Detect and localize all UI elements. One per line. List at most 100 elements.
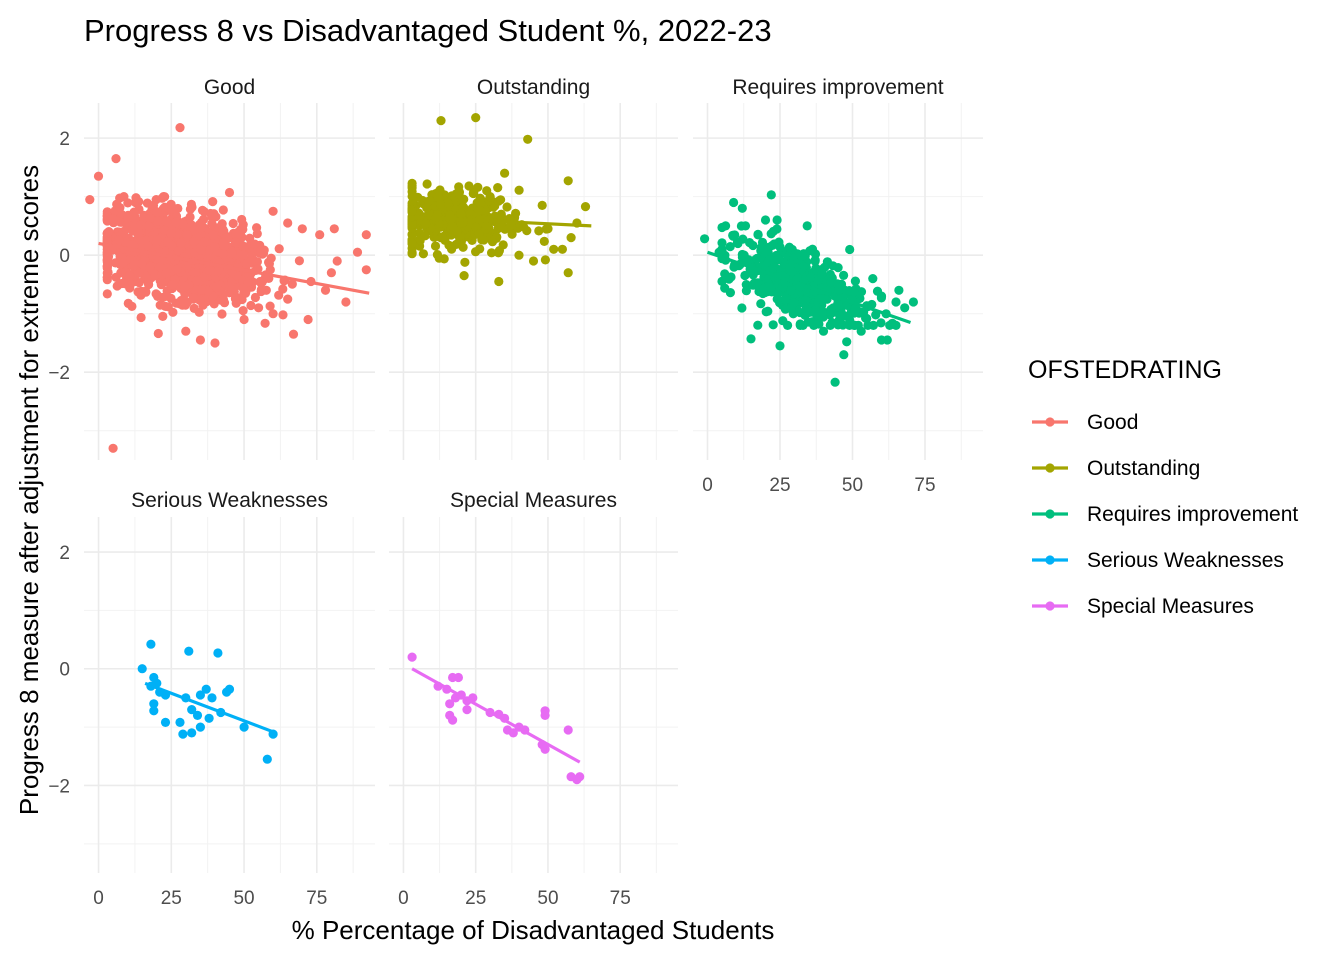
data-point xyxy=(184,646,194,656)
data-point xyxy=(157,276,167,286)
data-point xyxy=(761,307,771,317)
data-point xyxy=(152,235,162,245)
data-point xyxy=(246,300,256,311)
data-point xyxy=(294,256,304,266)
data-point xyxy=(361,265,371,275)
data-point xyxy=(407,229,417,240)
data-point xyxy=(563,176,573,186)
data-point xyxy=(730,230,740,240)
data-point xyxy=(332,256,342,266)
data-point xyxy=(766,283,776,293)
data-point xyxy=(795,319,805,329)
data-point xyxy=(725,242,735,252)
panel-good: Good 2 0 −2 xyxy=(48,76,375,460)
legend-title: OFSTEDRATING xyxy=(1028,356,1222,384)
data-point xyxy=(800,305,811,316)
data-point xyxy=(407,247,417,257)
data-point xyxy=(407,219,417,229)
data-point xyxy=(738,234,748,244)
data-point xyxy=(111,272,121,282)
data-point xyxy=(443,198,453,208)
data-point xyxy=(407,178,417,188)
data-point xyxy=(85,195,95,205)
data-point xyxy=(407,238,417,248)
data-point xyxy=(168,307,178,317)
data-point xyxy=(155,262,165,272)
data-point xyxy=(737,303,747,313)
data-point xyxy=(835,311,845,321)
data-point xyxy=(250,239,260,249)
data-point xyxy=(186,199,196,209)
x-tick-label: 0 xyxy=(398,888,409,909)
data-point xyxy=(557,244,568,254)
data-point xyxy=(752,253,762,264)
data-point xyxy=(274,244,284,254)
data-point xyxy=(187,705,197,715)
y-tick-label: −2 xyxy=(48,363,70,384)
data-point xyxy=(315,230,325,240)
data-point xyxy=(469,188,479,198)
data-point xyxy=(534,226,544,236)
points-special-measures xyxy=(407,652,585,785)
data-point xyxy=(278,284,288,294)
data-point xyxy=(494,246,504,256)
data-point xyxy=(721,221,731,231)
data-point xyxy=(303,314,313,325)
data-point xyxy=(436,199,446,209)
data-point xyxy=(250,292,260,303)
data-point xyxy=(234,229,244,239)
legend-entry-requires-improvement: Requires improvement xyxy=(1032,503,1298,526)
data-point xyxy=(523,134,533,144)
data-point xyxy=(784,242,795,252)
data-point xyxy=(146,639,156,649)
data-point xyxy=(239,314,249,325)
data-point xyxy=(471,247,481,257)
data-point xyxy=(839,270,849,280)
x-tick-label: 0 xyxy=(702,475,713,496)
legend: OFSTEDRATING Good Outstanding Requires imp… xyxy=(1028,356,1298,618)
data-point xyxy=(268,309,278,319)
data-point xyxy=(243,277,253,287)
data-point xyxy=(208,230,218,240)
data-point xyxy=(773,289,783,299)
x-tick-label: 25 xyxy=(465,888,486,909)
data-point xyxy=(254,303,264,313)
legend-label: Special Measures xyxy=(1087,595,1254,618)
data-point xyxy=(430,241,441,251)
panel-special-measures: Special Measures 0 25 50 75 xyxy=(389,489,678,909)
data-point xyxy=(155,300,165,310)
data-point xyxy=(407,191,417,201)
data-point xyxy=(453,672,463,683)
data-point xyxy=(496,195,506,205)
data-point xyxy=(204,713,214,723)
data-point xyxy=(210,338,220,348)
data-point xyxy=(162,291,172,301)
data-point xyxy=(150,271,160,281)
data-point xyxy=(320,285,331,295)
data-point xyxy=(900,303,910,313)
data-point xyxy=(540,255,551,265)
data-point xyxy=(102,289,112,299)
data-point xyxy=(814,319,824,329)
x-tick-label: 50 xyxy=(842,475,863,496)
data-point xyxy=(136,312,146,323)
data-point xyxy=(775,242,785,252)
data-point xyxy=(180,299,190,309)
data-point xyxy=(175,123,185,133)
data-point xyxy=(772,215,782,225)
data-point xyxy=(237,214,247,225)
data-point xyxy=(195,722,205,732)
data-point xyxy=(822,257,833,267)
data-point xyxy=(454,187,464,197)
data-point xyxy=(297,224,307,234)
data-point xyxy=(128,226,138,236)
facet-label: Serious Weaknesses xyxy=(131,489,328,512)
data-point xyxy=(111,154,121,164)
legend-key-point xyxy=(1045,417,1055,427)
data-point xyxy=(145,213,155,223)
chart-title: Progress 8 vs Disadvantaged Student %, 2… xyxy=(84,13,772,48)
data-point xyxy=(227,248,237,259)
data-point xyxy=(239,722,249,732)
data-point xyxy=(768,320,778,330)
